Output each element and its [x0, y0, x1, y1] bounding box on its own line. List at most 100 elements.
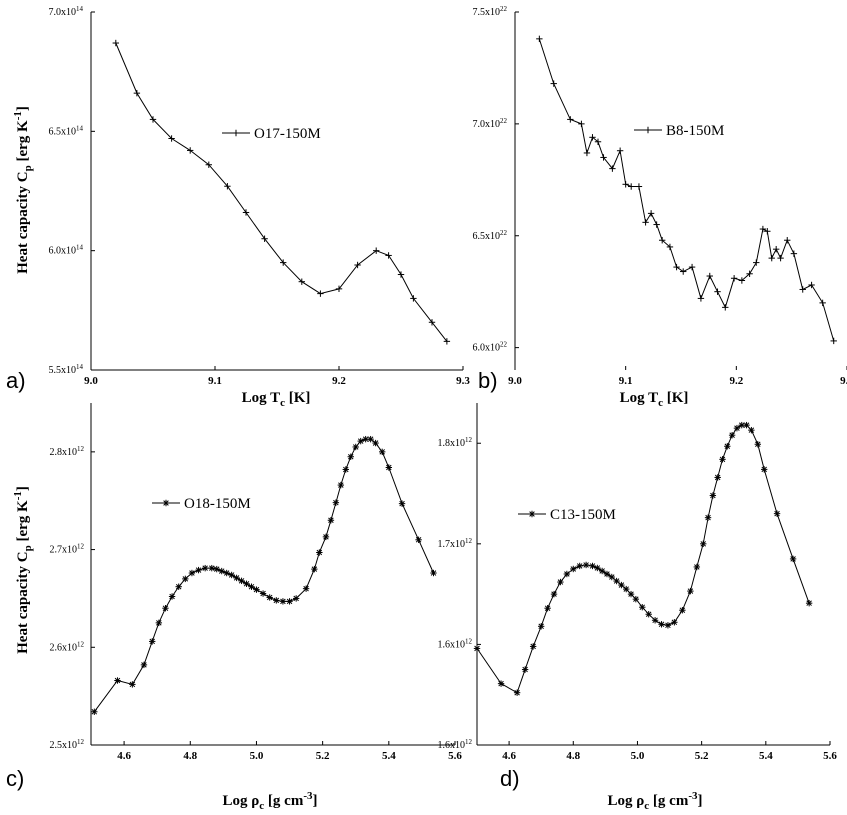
legend-label: O18-150M [184, 496, 251, 512]
data-point [201, 564, 209, 572]
data-point [709, 492, 717, 499]
data-point [259, 590, 267, 597]
data-point [790, 250, 798, 257]
legend: O18-150M [152, 496, 251, 512]
data-point [243, 580, 250, 587]
data-point [280, 259, 287, 266]
x-tick-label: 9.1 [208, 375, 222, 387]
panel-letter: a) [6, 368, 26, 393]
data-point [557, 578, 564, 586]
x-tick-label: 9.0 [84, 375, 98, 387]
y-tick-label: 1.6x1012 [438, 738, 473, 751]
data-point [635, 183, 643, 190]
data-point [830, 337, 837, 345]
data-point [536, 35, 543, 43]
data-point [292, 595, 300, 602]
y-tick-label: 1.8x1012 [438, 436, 473, 449]
data-point [168, 593, 176, 600]
series-line [476, 424, 810, 694]
data-point [112, 39, 119, 47]
data-point [733, 424, 741, 432]
data-point [583, 149, 591, 157]
y-tick-label: 6.0x1022 [473, 341, 508, 354]
data-point [664, 622, 672, 629]
x-axis-label: Log Tc [K] [242, 390, 311, 409]
data-point [651, 617, 659, 624]
data-point [653, 221, 660, 228]
data-point [724, 443, 731, 450]
legend-label: O17-150M [254, 126, 321, 142]
data-point [397, 271, 405, 278]
data-point [248, 583, 255, 590]
data-point [266, 594, 273, 601]
x-tick-label: 9.0 [508, 375, 522, 387]
data-point [627, 590, 635, 598]
legend-label: B8-150M [666, 123, 724, 139]
y-tick-label: 1.7x1012 [438, 537, 473, 550]
data-point [819, 299, 826, 307]
data-point [273, 597, 280, 604]
data-point [645, 611, 652, 618]
data-point [238, 577, 245, 585]
data-point [772, 245, 780, 253]
series-line [93, 438, 434, 713]
data-point [205, 161, 212, 168]
data-point [298, 278, 305, 285]
data-point [114, 677, 121, 684]
data-point [622, 181, 629, 188]
data-point [578, 120, 585, 128]
legend-marker [232, 129, 240, 137]
data-point [609, 165, 616, 172]
data-point [753, 259, 760, 266]
data-point [576, 562, 583, 570]
data-point [594, 138, 602, 145]
y-tick-label: 2.6x1012 [50, 640, 85, 653]
y-tick-label: 5.5x1014 [49, 363, 84, 376]
data-point [302, 585, 310, 592]
data-point [286, 598, 293, 605]
data-point [777, 254, 784, 262]
data-point [398, 500, 406, 507]
data-point [704, 514, 712, 521]
x-tick-label: 5.4 [759, 750, 773, 762]
panel-letter: d) [500, 766, 520, 791]
data-point [589, 134, 596, 141]
panel-b: 9.0 9.1 9.2 9.3 6.0x1022 6.5x1022 7.0x1022 7.5x… [473, 5, 847, 409]
data-point [443, 338, 451, 345]
data-point [430, 569, 437, 577]
legend: B8-150M [634, 123, 724, 139]
legend-label: C13-150M [550, 507, 616, 523]
data-point [213, 565, 220, 573]
data-point [224, 183, 231, 190]
legend-marker [162, 499, 170, 507]
data-point [759, 225, 767, 233]
data-point [746, 270, 753, 277]
data-point [149, 116, 157, 123]
data-point [784, 237, 791, 244]
data-point [513, 689, 521, 696]
x-tick-label: 4.8 [183, 750, 197, 762]
data-point [773, 510, 781, 517]
x-axis-label: Log ρc [g cm-3] [607, 790, 702, 812]
data-point [133, 89, 141, 97]
series-line [115, 42, 448, 342]
data-point [327, 517, 335, 524]
data-point [242, 209, 250, 216]
data-point [789, 555, 797, 563]
data-point [613, 577, 620, 585]
data-point [473, 645, 481, 652]
data-point [671, 619, 678, 626]
data-point [563, 570, 571, 578]
data-point [233, 574, 240, 582]
data-point [594, 564, 601, 572]
legend-marker [528, 510, 536, 518]
data-point [385, 464, 393, 471]
data-point [623, 585, 630, 593]
y-axis-label-bottom: Heat capacity Cp [erg K-1] [12, 486, 34, 654]
x-tick-label: 9.3 [456, 375, 470, 387]
data-point [805, 599, 813, 607]
data-point [680, 268, 687, 275]
data-point [279, 598, 287, 605]
x-tick-label: 5.2 [316, 750, 330, 762]
data-point [600, 154, 607, 161]
